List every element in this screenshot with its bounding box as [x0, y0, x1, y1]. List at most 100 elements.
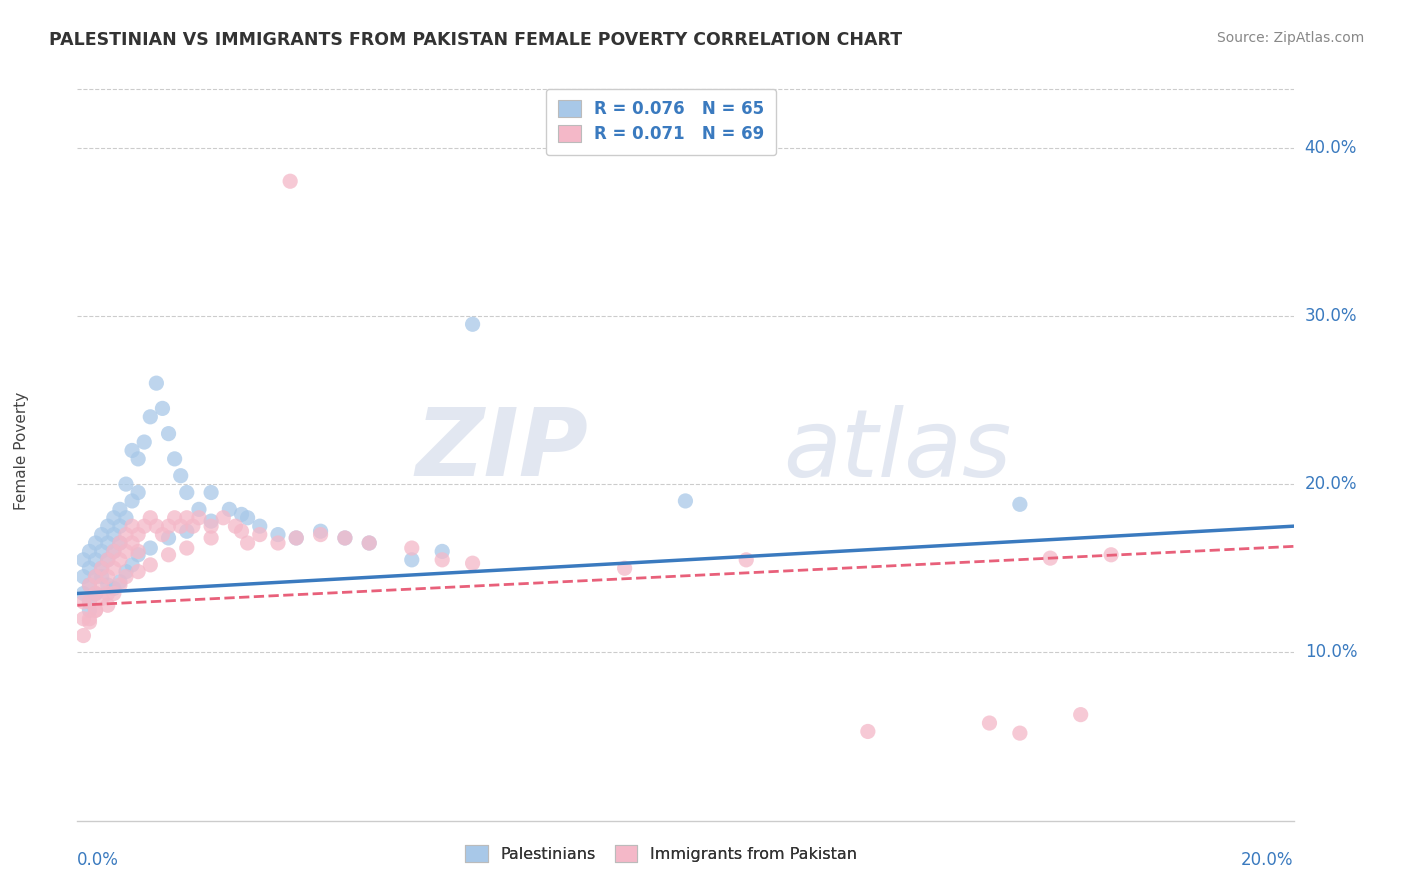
Point [72, 586, 94, 600]
Point [200, 485, 222, 500]
Point [103, 582, 125, 596]
Point [181, 519, 204, 533]
Point [224, 519, 246, 533]
Point [108, 536, 131, 550]
Text: Female Poverty: Female Poverty [14, 392, 30, 509]
Point [90, 578, 112, 592]
Text: 30.0%: 30.0% [1305, 307, 1357, 325]
Point [1039, 551, 1062, 566]
Point [163, 510, 186, 524]
Text: PALESTINIAN VS IMMIGRANTS FROM PAKISTAN FEMALE POVERTY CORRELATION CHART: PALESTINIAN VS IMMIGRANTS FROM PAKISTAN … [49, 31, 903, 49]
Point [79, 595, 101, 609]
Text: ZIP: ZIP [415, 404, 588, 497]
Point [170, 468, 193, 483]
Point [79, 578, 101, 592]
Point [461, 318, 484, 332]
Point [103, 561, 125, 575]
Point [121, 443, 143, 458]
Point [97, 569, 120, 583]
Point [236, 536, 259, 550]
Point [979, 716, 1001, 731]
Point [115, 565, 138, 579]
Point [200, 519, 222, 533]
Point [84, 536, 107, 550]
Point [115, 544, 138, 558]
Point [90, 561, 112, 575]
Point [401, 541, 423, 555]
Point [115, 510, 138, 524]
Point [72, 612, 94, 626]
Point [170, 519, 193, 533]
Point [97, 578, 120, 592]
Point [97, 536, 120, 550]
Point [108, 519, 131, 533]
Point [108, 536, 131, 550]
Point [675, 494, 697, 508]
Point [1070, 707, 1092, 722]
Point [127, 527, 149, 541]
Point [121, 536, 143, 550]
Text: 40.0%: 40.0% [1305, 138, 1357, 157]
Text: 10.0%: 10.0% [1305, 643, 1357, 661]
Point [72, 595, 94, 609]
Point [84, 603, 107, 617]
Point [84, 553, 107, 567]
Point [278, 174, 301, 188]
Point [200, 514, 222, 528]
Point [127, 544, 149, 558]
Point [84, 569, 107, 583]
Point [97, 553, 120, 567]
Point [430, 553, 453, 567]
Point [84, 603, 107, 617]
Point [218, 502, 240, 516]
Point [134, 435, 156, 450]
Point [79, 612, 101, 626]
Point [359, 536, 381, 550]
Point [103, 510, 125, 524]
Point [285, 531, 308, 545]
Point [84, 586, 107, 600]
Point [90, 591, 112, 606]
Point [188, 510, 211, 524]
Point [79, 561, 101, 575]
Point [139, 409, 162, 424]
Text: atlas: atlas [783, 405, 1011, 496]
Point [127, 451, 149, 466]
Point [108, 553, 131, 567]
Point [157, 548, 180, 562]
Point [127, 548, 149, 562]
Text: 20.0%: 20.0% [1305, 475, 1357, 493]
Point [79, 603, 101, 617]
Point [115, 569, 138, 583]
Point [127, 485, 149, 500]
Point [249, 519, 271, 533]
Point [188, 502, 211, 516]
Point [157, 519, 180, 533]
Point [163, 451, 186, 466]
Point [79, 578, 101, 592]
Point [103, 544, 125, 558]
Point [97, 553, 120, 567]
Point [613, 561, 636, 575]
Point [139, 541, 162, 555]
Point [84, 569, 107, 583]
Point [121, 558, 143, 572]
Point [333, 531, 356, 545]
Point [200, 531, 222, 545]
Point [1008, 726, 1031, 740]
Point [176, 510, 198, 524]
Point [236, 510, 259, 524]
Point [79, 615, 101, 629]
Point [139, 558, 162, 572]
Legend: Palestinians, Immigrants from Pakistan: Palestinians, Immigrants from Pakistan [458, 838, 863, 868]
Point [212, 510, 235, 524]
Point [309, 527, 332, 541]
Point [1099, 548, 1122, 562]
Point [97, 599, 120, 613]
Point [108, 502, 131, 516]
Point [90, 527, 112, 541]
Point [401, 553, 423, 567]
Point [309, 524, 332, 539]
Point [108, 578, 131, 592]
Point [97, 586, 120, 600]
